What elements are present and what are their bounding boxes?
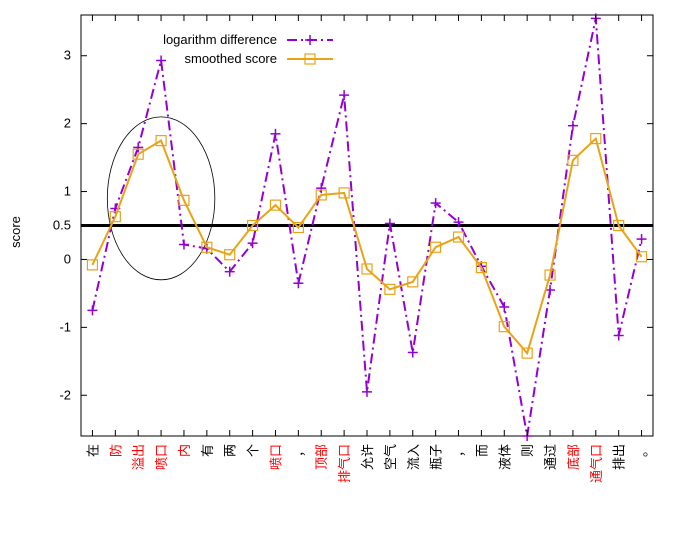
x-tick-label: 内 [177, 444, 193, 457]
y-tick-label: 3 [64, 48, 71, 63]
logarithm-difference-point [613, 330, 624, 341]
logarithm-difference-point [247, 238, 258, 249]
legend-marker [304, 53, 316, 65]
smoothed-score-point [544, 269, 556, 281]
x-tick-label: 而 [475, 444, 490, 457]
smoothed-score-point [247, 219, 259, 232]
smoothed-score-point [430, 241, 442, 253]
x-tick-label: 底部 [566, 444, 582, 470]
logarithm-difference-point [293, 278, 304, 289]
logarithm-difference-point [567, 120, 578, 131]
smoothed-score-point [521, 347, 533, 359]
smoothed-score-point [452, 231, 465, 243]
x-tick-label: 瓶子 [430, 444, 445, 470]
y-axis-label: score [8, 216, 23, 248]
smoothed-score-point [155, 135, 167, 147]
highlight-ellipse-shape [106, 116, 216, 281]
y-tick-label: -1 [59, 319, 71, 334]
x-tick-label: 则 [521, 444, 536, 457]
smoothed-score-point [224, 249, 236, 261]
smoothed-score-line [91, 136, 643, 356]
x-tick-label: 空气 [383, 444, 399, 470]
smoothed-score-point [498, 321, 510, 333]
x-tick-label: 两 [224, 444, 239, 457]
y-tick-label: 0.5 [53, 218, 71, 233]
logarithm-difference-point [636, 234, 647, 245]
x-tick-label: ， [453, 444, 468, 457]
smoothed-score-point [407, 276, 419, 288]
series-layer [86, 13, 648, 441]
x-tick-label: 有 [201, 444, 216, 457]
smoothed-score-point [292, 221, 304, 234]
logarithm-difference-point [133, 142, 144, 153]
logarithm-difference-point [362, 386, 372, 397]
x-tick-label: 个 [247, 444, 262, 457]
smoothed-score-point [132, 148, 144, 160]
smoothed-score-point [338, 187, 350, 199]
y-tick-label: 1 [64, 184, 71, 199]
logarithm-difference-point [453, 217, 464, 228]
logarithm-difference-point [384, 218, 395, 229]
y-tick-label: -2 [59, 387, 71, 402]
smoothed-score-point [178, 194, 190, 206]
smoothed-score-point [86, 259, 99, 271]
logarithm-difference-point [339, 90, 350, 101]
x-tick-label: 喷口 [269, 444, 284, 470]
x-tick-label: 顶部 [315, 444, 330, 470]
smoothed-score-point [384, 283, 396, 295]
logarithm-difference-point [270, 128, 281, 139]
x-axis: 在防溢出 喷口内有两个喷口，顶部 排气口 允许 空气 流入 瓶子，而液体则通过 底部 通气口 排出… [86, 15, 651, 483]
x-tick-label: 允许 [360, 444, 376, 470]
logarithm-difference-point [407, 347, 418, 358]
logarithm-difference-point [499, 301, 510, 312]
x-tick-label: ， [292, 444, 307, 457]
smoothed-score-point [269, 199, 282, 211]
smoothed-score-point [613, 219, 625, 232]
x-tick-label: 液体 [498, 444, 513, 470]
x-tick-label: 溢出 [132, 444, 147, 470]
y-tick-label: 2 [64, 116, 71, 131]
logarithm-difference-point [156, 55, 167, 66]
logarithm-difference-point [430, 198, 441, 209]
logarithm-difference-point [545, 285, 556, 296]
x-tick-label: 排气口 [337, 444, 353, 483]
legend-label: smoothed score [185, 51, 278, 66]
x-tick-label: 排出 [613, 444, 628, 470]
y-axis: 3 2 1 0.5 0 -1 -2 [53, 48, 653, 402]
logarithm-difference-point [178, 239, 189, 250]
x-tick-label: 通过 [544, 444, 559, 470]
smoothed-score-point [201, 241, 213, 253]
smoothed-score-point [361, 263, 373, 275]
logarithm-difference-point [87, 305, 98, 316]
smoothed-score-point [635, 251, 648, 263]
smoothed-score-point [475, 262, 487, 274]
legend: logarithm difference smoothed score [163, 32, 333, 66]
legend-label: logarithm difference [163, 32, 277, 47]
smoothed-score-point [567, 154, 579, 166]
x-tick-label: 防 [108, 444, 124, 457]
x-tick-label: 流入 [407, 444, 422, 470]
highlight-ellipse [106, 116, 216, 281]
smoothed-score-point [315, 189, 327, 201]
smoothed-score-point [590, 132, 602, 145]
logarithm-difference-point [316, 183, 327, 194]
logarithm-difference-point [224, 266, 235, 277]
x-tick-label: 在 [86, 444, 101, 457]
x-tick-label: 喷口 [155, 444, 170, 470]
smoothed-score-point [109, 211, 121, 223]
y-tick-label: 0 [64, 251, 71, 266]
x-tick-label: 。 [636, 444, 651, 457]
x-tick-label: 通气口 [589, 444, 605, 483]
